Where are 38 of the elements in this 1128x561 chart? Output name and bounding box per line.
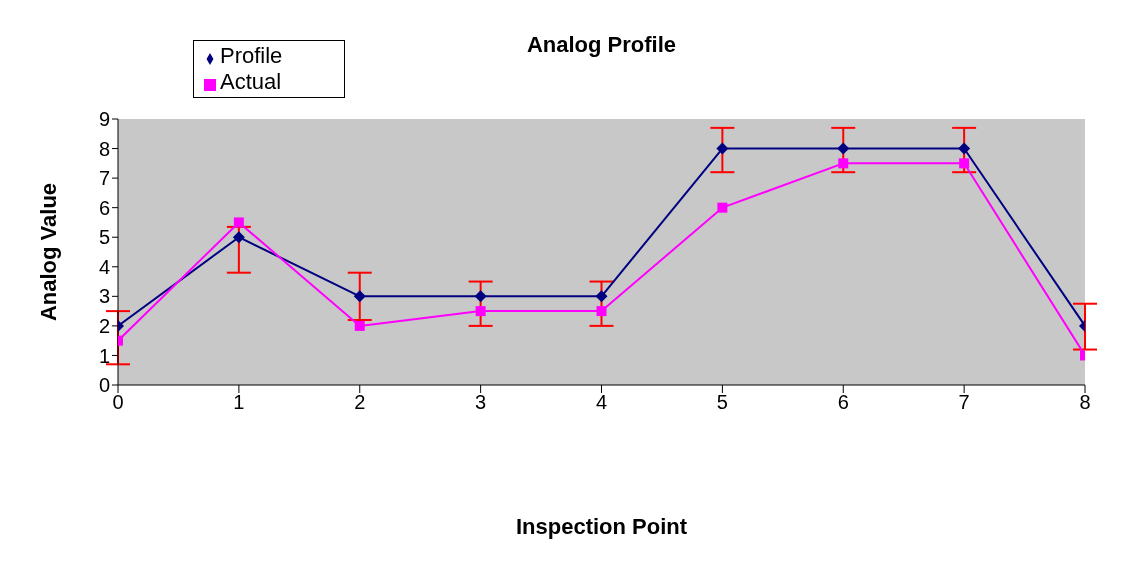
y-tick-label: 7 — [98, 167, 110, 190]
point — [353, 290, 366, 303]
x-tick-label: 7 — [958, 391, 970, 414]
point — [595, 290, 608, 303]
point — [596, 306, 607, 317]
point — [475, 306, 486, 317]
y-tick-label: 2 — [98, 314, 110, 337]
y-tick-label: 1 — [98, 344, 110, 367]
y-tick-label: 3 — [98, 285, 110, 308]
point — [958, 142, 971, 155]
point — [474, 290, 487, 303]
x-tick-label: 3 — [475, 391, 487, 414]
point — [232, 231, 245, 244]
point — [233, 217, 244, 228]
y-tick-label: 9 — [98, 108, 110, 131]
point — [354, 320, 365, 331]
point — [716, 142, 729, 155]
y-tick-label: 6 — [98, 196, 110, 219]
y-tick-label: 4 — [98, 255, 110, 278]
point — [837, 142, 850, 155]
y-axis-title: Analog Value — [35, 182, 61, 322]
chart-title: Analog Profile — [526, 32, 677, 57]
x-tick-label: 4 — [595, 391, 608, 414]
point — [717, 202, 728, 213]
x-axis-title: Inspection Point — [515, 514, 688, 539]
x-tick-label: 6 — [837, 391, 849, 414]
x-tick-label: 0 — [112, 391, 124, 414]
y-tick-label: 8 — [98, 137, 110, 160]
x-tick-label: 8 — [1079, 391, 1091, 414]
y-tick-label: 5 — [98, 226, 110, 249]
point — [838, 158, 849, 169]
point — [959, 158, 970, 169]
x-tick-label: 1 — [233, 391, 245, 414]
legend-label: Actual — [220, 69, 282, 94]
y-tick-label: 0 — [98, 374, 110, 397]
x-tick-label: 5 — [716, 391, 728, 414]
x-tick-label: 2 — [354, 391, 366, 414]
legend-label: Profile — [220, 43, 283, 68]
